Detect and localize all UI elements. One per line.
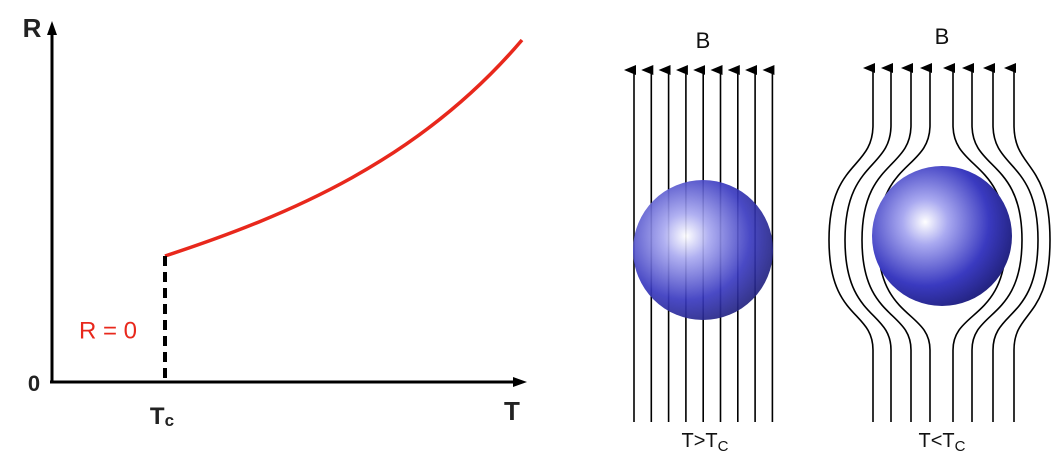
origin-label: 0 xyxy=(28,371,40,396)
field-line xyxy=(828,63,875,422)
field-lines-expelled xyxy=(828,63,1051,422)
y-axis-label: R xyxy=(23,13,42,43)
field-line xyxy=(983,63,1039,422)
field-line xyxy=(962,63,1023,422)
field-line xyxy=(861,63,913,422)
resistance-graph: R 0 T Tc R = 0 xyxy=(23,13,527,430)
sphere-superconducting xyxy=(872,166,1012,306)
panel-caption: T<TC xyxy=(919,430,966,455)
field-line xyxy=(1004,63,1051,422)
caption-sub: C xyxy=(718,438,729,455)
field-label: B xyxy=(935,24,950,49)
resistance-curve xyxy=(164,38,524,258)
panel-caption: T>TC xyxy=(682,430,729,455)
critical-main: T xyxy=(150,403,165,430)
caption-main: T>T xyxy=(682,430,718,452)
x-axis-label: T xyxy=(504,396,520,426)
caption-main: T<T xyxy=(919,430,955,452)
caption-sub: C xyxy=(955,438,966,455)
critical-label: Tc xyxy=(150,403,174,430)
critical-sub: c xyxy=(165,411,174,430)
field-line xyxy=(844,63,893,422)
sphere-normal xyxy=(633,180,773,320)
field-label: B xyxy=(696,28,711,53)
zero-resistance-label: R = 0 xyxy=(79,317,137,344)
